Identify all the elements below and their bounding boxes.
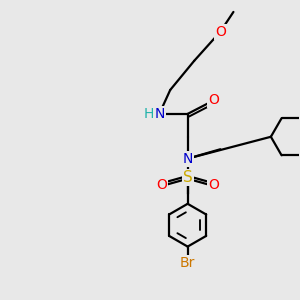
Text: O: O — [156, 178, 167, 192]
Text: N: N — [154, 107, 164, 121]
Text: O: O — [208, 93, 219, 107]
Text: N: N — [182, 152, 193, 166]
Text: S: S — [183, 170, 193, 185]
Text: O: O — [215, 25, 226, 39]
Text: H: H — [144, 107, 154, 121]
Text: O: O — [208, 178, 219, 192]
Text: Br: Br — [180, 256, 195, 270]
